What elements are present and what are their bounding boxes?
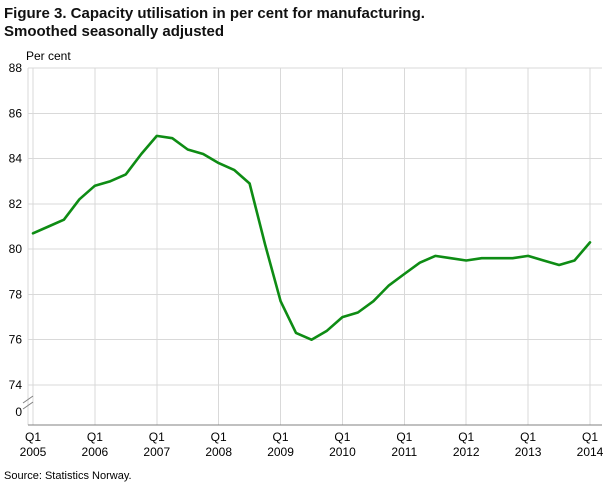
capacity-utilisation-series-line xyxy=(31,134,592,342)
x-tick-quarter-label: Q1 xyxy=(582,430,598,444)
x-tick-year-label: 2006 xyxy=(82,445,109,459)
gridlines xyxy=(28,67,602,425)
y-tick-label: 88 xyxy=(9,61,23,75)
x-tick-labels: Q12005Q12006Q12007Q12008Q12009Q12010Q120… xyxy=(20,430,604,459)
y-axis-unit-label: Per cent xyxy=(26,49,71,63)
y-axis-break-icon xyxy=(22,395,34,410)
y-tick-label: 82 xyxy=(9,197,23,211)
x-tick-year-label: 2009 xyxy=(267,445,294,459)
chart-title: Figure 3. Capacity utilisation in per ce… xyxy=(4,5,425,41)
x-tick-quarter-label: Q1 xyxy=(458,430,474,444)
x-tick-quarter-label: Q1 xyxy=(149,430,165,444)
x-tick-year-label: 2007 xyxy=(143,445,170,459)
x-tick-year-label: 2010 xyxy=(329,445,356,459)
y-tick-label: 84 xyxy=(9,152,23,166)
x-tick-year-label: 2011 xyxy=(391,445,417,459)
x-tick-year-label: 2014 xyxy=(577,445,604,459)
x-tick-year-label: 2005 xyxy=(20,445,47,459)
chart-title-line2: Smoothed seasonally adjusted xyxy=(4,23,225,40)
y-tick-labels: 0 74 76 78 80 82 84 86 88 xyxy=(9,61,23,419)
y-tick-label: 86 xyxy=(9,106,23,120)
x-tick-year-label: 2008 xyxy=(205,445,232,459)
chart-title-line1: Figure 3. Capacity utilisation in per ce… xyxy=(4,5,425,22)
x-tick-quarter-label: Q1 xyxy=(273,430,289,444)
y-tick-label: 78 xyxy=(9,287,23,301)
x-tick-quarter-label: Q1 xyxy=(520,430,536,444)
y-tick-label: 74 xyxy=(9,378,23,392)
x-tick-year-label: 2012 xyxy=(453,445,480,459)
x-tick-quarter-label: Q1 xyxy=(25,430,41,444)
y-tick-label: 80 xyxy=(9,242,23,256)
x-tick-quarter-label: Q1 xyxy=(334,430,350,444)
x-tick-year-label: 2013 xyxy=(515,445,542,459)
y-tick-label: 76 xyxy=(9,333,23,347)
x-tick-quarter-label: Q1 xyxy=(211,430,227,444)
x-tick-quarter-label: Q1 xyxy=(396,430,412,444)
x-tick-quarter-label: Q1 xyxy=(87,430,103,444)
y-tick-label: 0 xyxy=(15,405,22,419)
source-note: Source: Statistics Norway. xyxy=(4,470,132,482)
